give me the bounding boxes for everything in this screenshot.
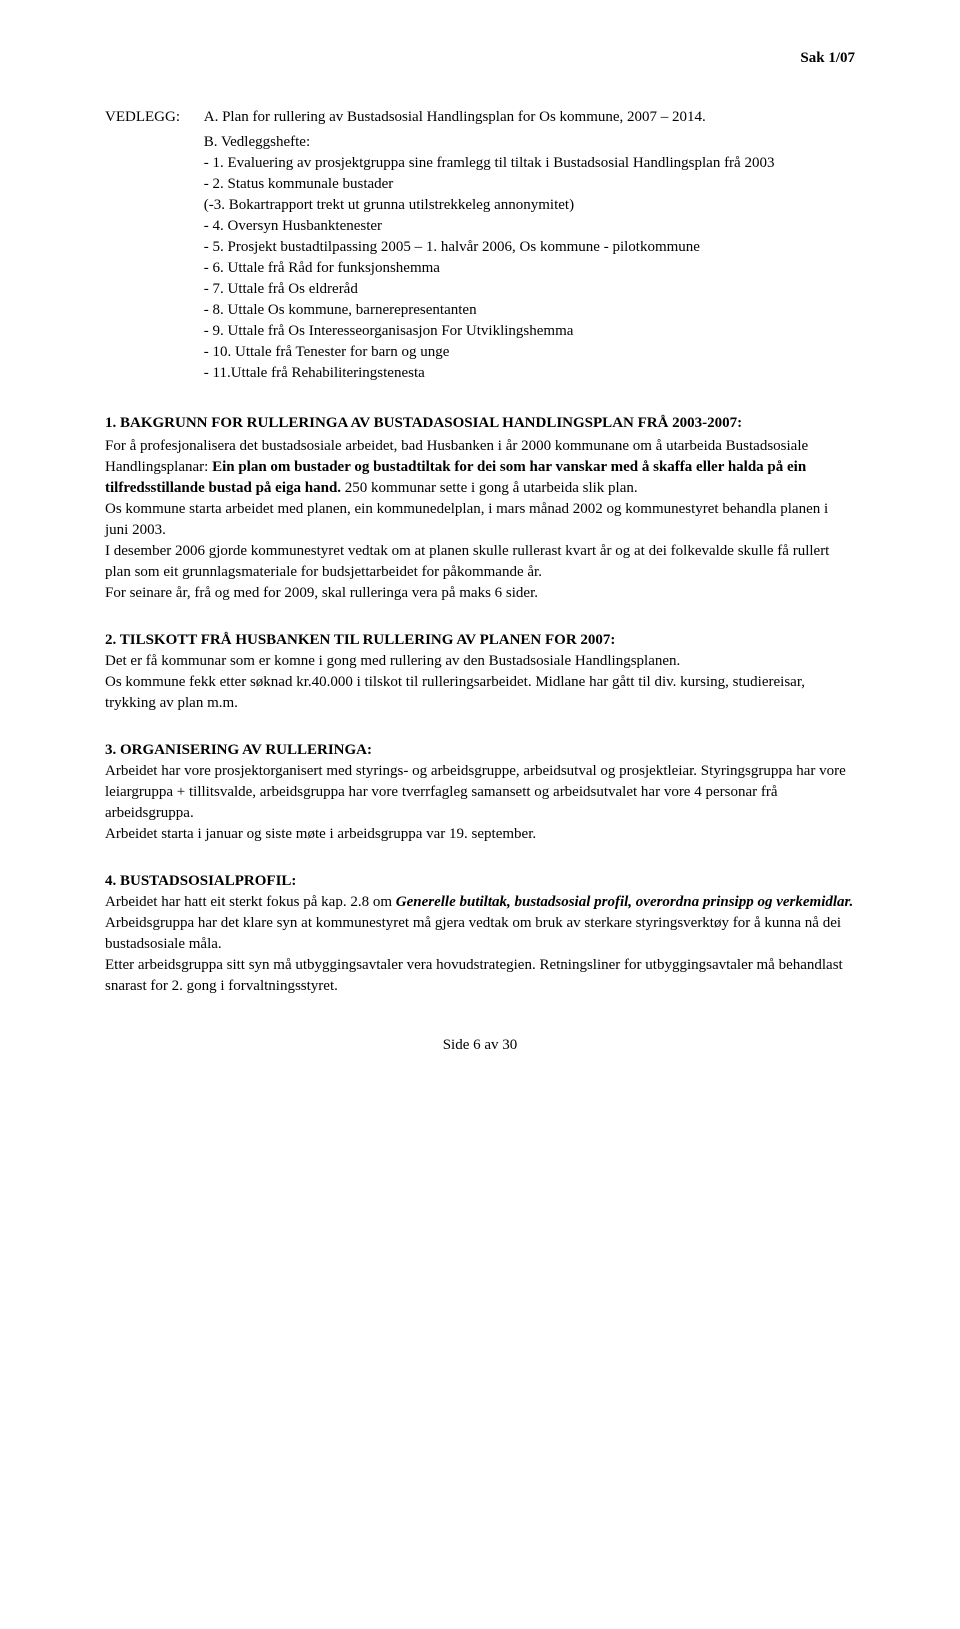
body-text-italic-bold: Generelle butiltak, bustadsosial profil,… xyxy=(396,894,854,910)
vedlegg-item: (-3. Bokartrapport trekt ut grunna utils… xyxy=(204,195,844,216)
section-3-heading: 3. ORGANISERING AV RULLERINGA: xyxy=(105,742,855,759)
case-reference: Sak 1/07 xyxy=(105,50,855,67)
body-text: Arbeidet har hatt eit sterkt fokus på ka… xyxy=(105,894,396,910)
vedlegg-item: - 8. Uttale Os kommune, barnerepresentan… xyxy=(204,300,844,321)
vedlegg-item: - 7. Uttale frå Os eldreråd xyxy=(204,279,844,300)
section-1-heading: 1. BAKGRUNN FOR RULLERINGA AV BUSTADASOS… xyxy=(105,415,742,431)
vedlegg-list: - 1. Evaluering av prosjektgruppa sine f… xyxy=(204,153,844,384)
body-text: Os kommune fekk etter søknad kr.40.000 i… xyxy=(105,672,855,714)
vedlegg-item: - 6. Uttale frå Råd for funksjonshemma xyxy=(204,258,844,279)
body-text: For seinare år, frå og med for 2009, ska… xyxy=(105,583,855,604)
section-3-body: Arbeidet har vore prosjektorganisert med… xyxy=(105,761,855,845)
vedlegg-item: - 2. Status kommunale bustader xyxy=(204,174,844,195)
body-text: Arbeidet starta i januar og siste møte i… xyxy=(105,824,855,845)
section-2-heading: 2. TILSKOTT FRÅ HUSBANKEN TIL RULLERING … xyxy=(105,632,855,649)
section-4-heading: 4. BUSTADSOSIALPROFIL: xyxy=(105,873,855,890)
vedlegg-item: - 11.Uttale frå Rehabiliteringstenesta xyxy=(204,363,844,384)
vedlegg-item: - 9. Uttale frå Os Interesseorganisasjon… xyxy=(204,321,844,342)
section-1-body: For å profesjonalisera det bustadsosiale… xyxy=(105,436,855,604)
vedlegg-main: A. Plan for rullering av Bustadsosial Ha… xyxy=(204,107,844,128)
body-text: Arbeidsgruppa har det klare syn at kommu… xyxy=(105,915,841,952)
section-2-body: Det er få kommunar som er komne i gong m… xyxy=(105,651,855,714)
vedlegg-item: - 5. Prosjekt bustadtilpassing 2005 – 1.… xyxy=(204,237,844,258)
body-text: Det er få kommunar som er komne i gong m… xyxy=(105,651,855,672)
body-text: Etter arbeidsgruppa sitt syn må utbyggin… xyxy=(105,955,855,997)
vedlegg-sublabel: B. Vedleggshefte: xyxy=(204,132,844,153)
body-text: I desember 2006 gjorde kommunestyret ved… xyxy=(105,541,855,583)
body-text: Os kommune starta arbeidet med planen, e… xyxy=(105,499,855,541)
body-text: 250 kommunar sette i gong å utarbeida sl… xyxy=(341,480,638,496)
vedlegg-block: VEDLEGG: A. Plan for rullering av Bustad… xyxy=(105,107,855,384)
body-text: Arbeidet har vore prosjektorganisert med… xyxy=(105,761,855,824)
vedlegg-label: VEDLEGG: xyxy=(105,107,200,128)
section-4-body: Arbeidet har hatt eit sterkt fokus på ka… xyxy=(105,892,855,997)
vedlegg-item: - 4. Oversyn Husbanktenester xyxy=(204,216,844,237)
page-footer: Side 6 av 30 xyxy=(105,1037,855,1054)
vedlegg-item: - 1. Evaluering av prosjektgruppa sine f… xyxy=(204,153,844,174)
vedlegg-item: - 10. Uttale frå Tenester for barn og un… xyxy=(204,342,844,363)
